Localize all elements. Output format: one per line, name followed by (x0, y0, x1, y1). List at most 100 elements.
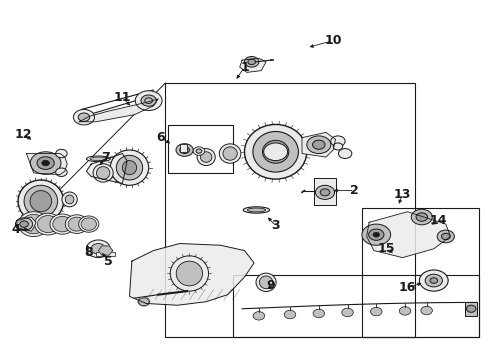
Polygon shape (17, 217, 36, 231)
Circle shape (16, 218, 33, 230)
Circle shape (419, 270, 447, 291)
Circle shape (410, 209, 431, 225)
Ellipse shape (223, 147, 237, 160)
Ellipse shape (65, 215, 88, 233)
Ellipse shape (122, 161, 137, 175)
Circle shape (135, 91, 162, 111)
Circle shape (180, 147, 189, 154)
Bar (361, 208, 478, 337)
Ellipse shape (53, 216, 72, 232)
Ellipse shape (81, 218, 96, 230)
Text: 8: 8 (84, 246, 93, 259)
Circle shape (315, 185, 334, 199)
Circle shape (338, 149, 351, 158)
Text: 9: 9 (266, 279, 275, 292)
Ellipse shape (62, 192, 77, 207)
Circle shape (436, 230, 453, 243)
Polygon shape (98, 246, 112, 255)
Ellipse shape (35, 213, 61, 235)
Ellipse shape (24, 185, 58, 217)
Ellipse shape (219, 144, 241, 163)
Bar (167, 125, 232, 173)
Circle shape (138, 297, 149, 306)
Circle shape (372, 232, 379, 237)
Ellipse shape (110, 150, 148, 185)
Circle shape (56, 168, 67, 176)
Polygon shape (86, 154, 127, 184)
Circle shape (244, 57, 258, 67)
Ellipse shape (176, 261, 202, 286)
Ellipse shape (18, 180, 63, 222)
Circle shape (306, 136, 330, 153)
Circle shape (341, 308, 352, 317)
Ellipse shape (86, 156, 110, 162)
Bar (232, 275, 478, 337)
Ellipse shape (259, 276, 272, 289)
Circle shape (263, 143, 287, 161)
Text: 13: 13 (393, 188, 410, 201)
Circle shape (320, 189, 329, 196)
Ellipse shape (38, 216, 59, 233)
Ellipse shape (93, 164, 113, 182)
Circle shape (312, 140, 325, 149)
Text: 3: 3 (271, 219, 280, 232)
Circle shape (91, 243, 105, 254)
Text: 10: 10 (324, 34, 341, 47)
Text: 11: 11 (113, 91, 131, 104)
Ellipse shape (200, 152, 211, 162)
Ellipse shape (244, 125, 306, 179)
Circle shape (30, 152, 61, 174)
Ellipse shape (262, 140, 288, 163)
Bar (313, 178, 335, 205)
Ellipse shape (21, 215, 45, 234)
Circle shape (193, 147, 204, 155)
Circle shape (415, 213, 427, 221)
Text: 1: 1 (240, 60, 248, 73)
Ellipse shape (116, 155, 142, 180)
Text: 2: 2 (349, 184, 358, 197)
Ellipse shape (50, 214, 75, 234)
Circle shape (332, 143, 342, 150)
Circle shape (441, 233, 449, 240)
Circle shape (368, 229, 383, 240)
Polygon shape (26, 154, 67, 175)
Ellipse shape (68, 217, 85, 231)
Text: 12: 12 (14, 128, 32, 141)
Circle shape (41, 160, 49, 166)
Circle shape (37, 157, 54, 170)
Circle shape (196, 149, 202, 153)
Bar (180, 144, 186, 153)
Circle shape (420, 306, 431, 315)
Ellipse shape (170, 256, 208, 291)
Circle shape (312, 309, 324, 318)
Circle shape (253, 312, 264, 320)
Text: 14: 14 (429, 214, 447, 227)
Circle shape (247, 59, 255, 65)
Circle shape (466, 305, 475, 312)
Ellipse shape (30, 190, 52, 212)
Circle shape (176, 144, 193, 156)
Circle shape (56, 149, 67, 158)
Text: 6: 6 (156, 131, 164, 144)
Polygon shape (79, 99, 158, 122)
Text: 16: 16 (398, 281, 415, 294)
Ellipse shape (256, 273, 276, 292)
Circle shape (429, 278, 437, 283)
Ellipse shape (252, 131, 298, 172)
Circle shape (141, 95, 156, 106)
Ellipse shape (96, 167, 110, 179)
Circle shape (73, 109, 94, 125)
Ellipse shape (90, 157, 106, 161)
Polygon shape (239, 58, 265, 72)
Circle shape (399, 307, 410, 315)
Circle shape (370, 307, 381, 316)
Bar (165, 83, 414, 337)
Ellipse shape (197, 149, 215, 166)
Bar (96, 252, 115, 256)
Text: 15: 15 (376, 242, 394, 255)
Circle shape (424, 274, 442, 287)
Ellipse shape (247, 208, 265, 212)
Polygon shape (302, 132, 335, 157)
Circle shape (361, 224, 390, 245)
Ellipse shape (65, 195, 74, 204)
